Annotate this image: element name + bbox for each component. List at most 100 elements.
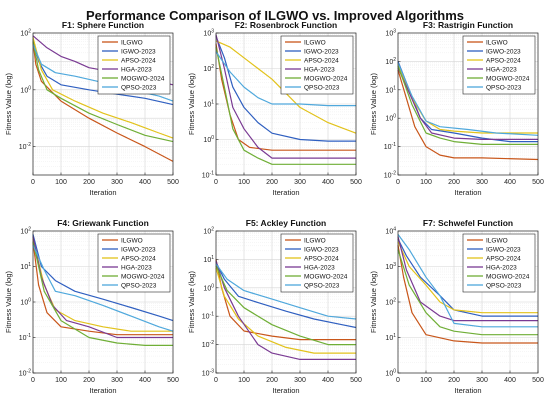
subplot-title: F1: Sphere Function: [62, 20, 144, 30]
x-tick-label: 0: [214, 377, 218, 384]
x-tick-label: 500: [167, 179, 179, 186]
series-lines: [215, 259, 357, 360]
subplot-title: F2: Rosenbrock Function: [235, 20, 337, 30]
x-tick-label: 100: [55, 377, 67, 384]
x-axis-label: Iteration: [454, 188, 481, 197]
legend-box: [97, 35, 171, 95]
legend-entry-igwo-2023: IGWO-2023: [121, 246, 156, 253]
y-tick-label: 100: [20, 85, 31, 94]
y-tick-label: 10-1: [384, 142, 396, 151]
y-tick-label: 100: [203, 283, 214, 292]
legend-entry-mogwo-2024: MOGWO-2024: [304, 273, 348, 280]
series-line-mogwo-2024: [215, 265, 356, 346]
x-tick-label: 300: [294, 377, 306, 384]
y-tick-label: 101: [20, 262, 31, 271]
x-tick-label: 0: [396, 179, 400, 186]
y-tick-label: 101: [203, 255, 214, 264]
legend-entry-mogwo-2024: MOGWO-2024: [121, 75, 165, 82]
axes-frame: [397, 32, 539, 176]
y-tick-label: 100: [385, 114, 396, 123]
subplot-4: 0 100 200 300 400 500 10-2 10-1 100 101 102 F4: Gri…: [4, 218, 179, 395]
legend-entry-hga-2023: HGA-2023: [486, 66, 517, 73]
x-tick-label: 400: [504, 377, 516, 384]
legend-entry-mogwo-2024: MOGWO-2024: [121, 273, 165, 280]
series-line-apso-2024: [32, 37, 174, 139]
series-line-qpso-2023: [32, 244, 174, 332]
y-tick-label: 101: [385, 85, 396, 94]
subplot-2: 0 100 200 300 400 500 10-1 100 101 102 103 F2: Rose…: [187, 20, 362, 197]
x-tick-label: 300: [476, 377, 488, 384]
series-line-apso-2024: [215, 267, 356, 354]
y-tick-label: 10-2: [19, 369, 31, 378]
x-tick-label: 200: [266, 377, 278, 384]
legend-entry-ilgwo: ILGWO: [304, 237, 326, 244]
subplot-title: F7: Schwefel Function: [423, 218, 513, 228]
legend-box: [97, 233, 171, 293]
legend-entry-apso-2024: APSO-2024: [486, 255, 521, 262]
x-tick-label: 200: [83, 179, 95, 186]
series-line-apso-2024: [215, 40, 357, 134]
series-line-mogwo-2024: [32, 241, 173, 346]
subplot-title: F3: Rastrigin Function: [423, 20, 513, 30]
x-tick-label: 100: [55, 179, 67, 186]
x-tick-label: 100: [420, 377, 432, 384]
subplot-title: F5: Ackley Function: [246, 218, 326, 228]
x-axis-label: Iteration: [272, 188, 299, 197]
legend: ILGWO IGWO-2023 APSO-2024 HGA-2023 MOGWO-202…: [462, 233, 536, 293]
y-tick-label: 103: [385, 262, 396, 271]
x-axis-label: Iteration: [272, 386, 299, 395]
legend-entry-apso-2024: APSO-2024: [121, 255, 156, 262]
legend-entry-apso-2024: APSO-2024: [121, 57, 156, 64]
legend-entry-qpso-2023: QPSO-2023: [486, 282, 522, 289]
y-tick-label: 100: [20, 298, 31, 307]
x-tick-label: 400: [322, 179, 334, 186]
series-lines: [397, 61, 539, 161]
figure-title: Performance Comparison of ILGWO vs. Impr…: [86, 8, 464, 23]
x-tick-label: 500: [167, 377, 179, 384]
series-lines: [397, 234, 538, 344]
series-line-hga-2023: [397, 236, 538, 322]
subplot-5: 0 100 200 300 400 500 10-3 10-2 10-1 100 101 102 F5:…: [187, 218, 362, 395]
legend: ILGWO IGWO-2023 APSO-2024 HGA-2023 MOGWO-202…: [280, 233, 354, 293]
x-tick-label: 100: [238, 179, 250, 186]
legend-box: [280, 233, 354, 293]
y-tick-label: 102: [20, 29, 31, 38]
x-tick-label: 0: [214, 179, 218, 186]
y-tick-label: 10-1: [19, 333, 31, 342]
series-line-qpso-2023: [215, 263, 357, 320]
x-tick-label: 300: [476, 179, 488, 186]
legend-entry-apso-2024: APSO-2024: [486, 57, 521, 64]
y-axis-label: Fitness Value (log): [369, 73, 378, 135]
x-tick-label: 500: [350, 377, 362, 384]
x-axis-label: Iteration: [89, 386, 116, 395]
y-axis-label: Fitness Value (log): [187, 271, 196, 333]
series-line-mogwo-2024: [32, 41, 174, 143]
subplot-3: 0 100 200 300 400 500 10-2 10-1 100 101 102 103 F3: …: [369, 20, 544, 197]
series-line-igwo-2023: [215, 261, 357, 329]
x-tick-label: 200: [448, 377, 460, 384]
y-tick-label: 10-1: [202, 312, 214, 321]
y-tick-label: 103: [385, 29, 396, 38]
legend: ILGWO IGWO-2023 APSO-2024 HGA-2023 MOGWO-202…: [462, 35, 536, 95]
series-line-mogwo-2024: [397, 65, 538, 145]
legend-entry-ilgwo: ILGWO: [486, 39, 508, 46]
series-line-qpso-2023: [32, 44, 174, 102]
y-tick-label: 102: [20, 227, 31, 236]
x-axis-label: Iteration: [89, 188, 116, 197]
series-line-qpso-2023: [397, 62, 539, 136]
x-tick-label: 300: [294, 179, 306, 186]
x-tick-label: 300: [111, 179, 123, 186]
x-tick-label: 500: [532, 377, 544, 384]
y-tick-label: 102: [203, 227, 214, 236]
series-line-ilgwo: [32, 41, 174, 162]
legend-entry-mogwo-2024: MOGWO-2024: [304, 75, 348, 82]
y-tick-label: 10-2: [19, 142, 31, 151]
x-tick-label: 500: [350, 179, 362, 186]
legend-entry-igwo-2023: IGWO-2023: [304, 48, 339, 55]
y-tick-label: 10-3: [202, 369, 214, 378]
legend-entry-apso-2024: APSO-2024: [304, 57, 339, 64]
legend-entry-ilgwo: ILGWO: [486, 237, 508, 244]
subplot-title: F4: Griewank Function: [57, 218, 149, 228]
legend-box: [280, 35, 354, 95]
y-tick-label: 10-1: [202, 171, 214, 180]
